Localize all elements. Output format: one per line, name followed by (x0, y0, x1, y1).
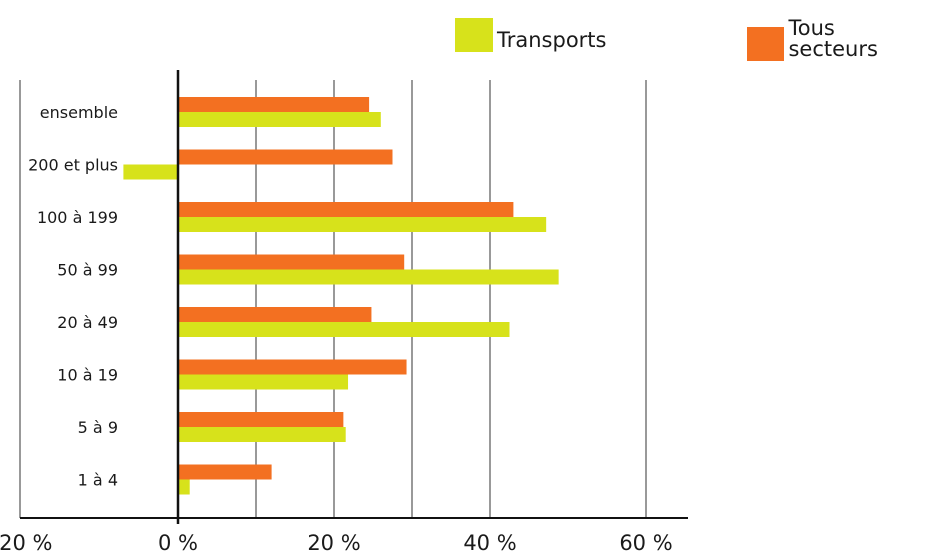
legend-swatch-tous-secteurs (747, 27, 785, 61)
legend-item-transports: Transports (455, 18, 606, 52)
bar-transports (178, 269, 559, 285)
category-label: 100 à 199 (37, 208, 118, 227)
legend-item-tous-secteurs: Tous secteurs (747, 18, 929, 61)
bar-transports (123, 164, 178, 180)
bar-transports (178, 374, 349, 390)
category-label: 20 à 49 (57, 313, 118, 332)
bar-tous-secteurs (178, 359, 407, 375)
x-tick-label: 60 % (619, 531, 672, 553)
x-tick-label: 40 % (463, 531, 516, 553)
category-label: ensemble (40, 103, 118, 122)
bar-tous-secteurs (178, 464, 272, 480)
bar-transports (178, 322, 510, 337)
bar-transports (178, 112, 381, 127)
bar-tous-secteurs (178, 149, 393, 165)
bar-transports (178, 427, 346, 442)
bar-tous-secteurs (178, 307, 372, 322)
bar-transports (178, 217, 547, 232)
legend-label-transports: Transports (497, 28, 607, 52)
legend-label-tous-secteurs: Tous secteurs (788, 16, 878, 61)
x-tick-label: 0 % (158, 531, 198, 553)
legend-swatch-transports (455, 18, 493, 52)
bar-tous-secteurs (178, 202, 514, 217)
bar-tous-secteurs (178, 97, 370, 112)
bar-tous-secteurs (178, 412, 344, 427)
bar-tous-secteurs (178, 254, 405, 270)
category-label: 5 à 9 (78, 418, 118, 437)
category-label: 50 à 99 (57, 261, 118, 280)
bar-transports (178, 479, 190, 495)
x-tick-label: 20 % (307, 531, 360, 553)
category-label: 10 à 19 (57, 366, 118, 385)
category-label: 1 à 4 (78, 471, 118, 490)
category-label: 200 et plus (28, 156, 118, 175)
x-tick-label: -20 % (0, 531, 52, 553)
